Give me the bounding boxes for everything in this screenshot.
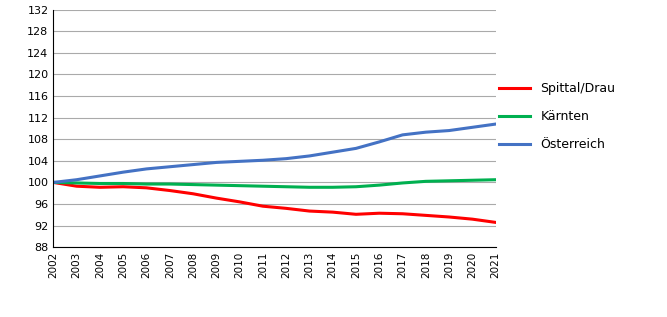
Kärnten [376, 183, 384, 187]
Österreich [329, 150, 337, 154]
Kärnten [305, 185, 313, 189]
Spittal/Drau [143, 186, 151, 190]
Österreich [166, 165, 174, 169]
Spittal/Drau [352, 212, 360, 216]
Spittal/Drau [422, 213, 430, 217]
Österreich [143, 167, 151, 171]
Kärnten [329, 185, 337, 189]
Spittal/Drau [445, 215, 453, 219]
Österreich [119, 170, 127, 174]
Österreich [49, 180, 57, 184]
Österreich [422, 130, 430, 134]
Kärnten [73, 181, 81, 185]
Österreich [352, 146, 360, 150]
Österreich [445, 129, 453, 133]
Spittal/Drau [259, 204, 267, 208]
Kärnten [492, 178, 500, 182]
Kärnten [212, 183, 220, 187]
Österreich [259, 158, 267, 162]
Kärnten [445, 179, 453, 183]
Spittal/Drau [49, 180, 57, 184]
Kärnten [119, 182, 127, 185]
Spittal/Drau [282, 206, 290, 210]
Kärnten [189, 183, 197, 186]
Line: Spittal/Drau: Spittal/Drau [53, 182, 496, 223]
Österreich [96, 174, 104, 178]
Kärnten [143, 182, 151, 186]
Spittal/Drau [166, 189, 174, 192]
Spittal/Drau [212, 196, 220, 200]
Spittal/Drau [73, 184, 81, 188]
Österreich [212, 160, 220, 164]
Österreich [468, 126, 476, 129]
Kärnten [399, 181, 407, 185]
Spittal/Drau [492, 221, 500, 224]
Kärnten [259, 184, 267, 188]
Spittal/Drau [468, 217, 476, 221]
Österreich [376, 140, 384, 144]
Kärnten [282, 185, 290, 189]
Kärnten [468, 178, 476, 182]
Kärnten [422, 179, 430, 183]
Kärnten [96, 182, 104, 185]
Österreich [73, 178, 81, 182]
Spittal/Drau [329, 210, 337, 214]
Spittal/Drau [399, 212, 407, 216]
Österreich [282, 157, 290, 160]
Spittal/Drau [96, 185, 104, 189]
Line: Österreich: Österreich [53, 124, 496, 182]
Österreich [399, 133, 407, 137]
Kärnten [352, 185, 360, 189]
Kärnten [49, 180, 57, 184]
Österreich [305, 154, 313, 158]
Spittal/Drau [189, 192, 197, 196]
Legend: Spittal/Drau, Kärnten, Österreich: Spittal/Drau, Kärnten, Österreich [494, 77, 620, 156]
Österreich [235, 159, 243, 163]
Spittal/Drau [376, 211, 384, 215]
Spittal/Drau [305, 209, 313, 213]
Spittal/Drau [235, 200, 243, 204]
Österreich [492, 122, 500, 126]
Kärnten [235, 184, 243, 188]
Line: Kärnten: Kärnten [53, 180, 496, 187]
Spittal/Drau [119, 185, 127, 189]
Kärnten [166, 182, 174, 186]
Österreich [189, 163, 197, 166]
